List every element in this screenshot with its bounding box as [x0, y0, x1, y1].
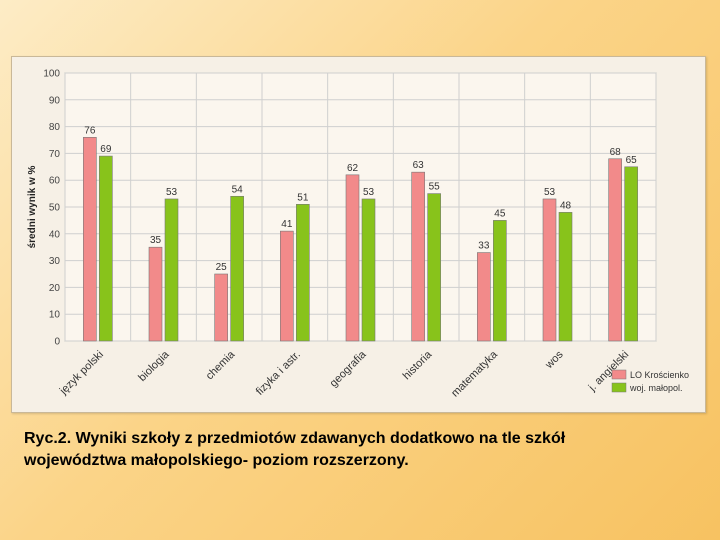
bar	[214, 273, 228, 342]
figure-caption: Ryc.2. Wyniki szkoły z przedmiotów zdawa…	[24, 430, 566, 469]
legend-label: woj. małopol.	[629, 383, 683, 393]
bar	[542, 198, 557, 342]
data-label: 65	[626, 155, 638, 166]
data-label: 62	[347, 163, 359, 174]
legend-swatch	[611, 369, 627, 380]
data-label: 63	[413, 160, 425, 171]
y-tick-label: 40	[49, 229, 61, 240]
bar	[280, 230, 294, 342]
bar	[361, 198, 376, 342]
data-label: 48	[560, 200, 572, 211]
category-label: język polski	[57, 349, 106, 398]
bar	[411, 171, 425, 342]
y-tick-label: 60	[49, 176, 61, 187]
bar	[624, 166, 638, 342]
bar	[148, 246, 163, 342]
data-label: 51	[297, 192, 309, 203]
y-tick-label: 70	[49, 149, 61, 160]
bar	[477, 252, 491, 342]
y-tick-label: 10	[49, 310, 61, 321]
y-tick-label: 20	[49, 283, 61, 294]
bar-chart: 0 10 20 30 40 50 60 70 80 90 100 76 69 język polski 35…	[27, 69, 689, 400]
category-label: chemia	[204, 348, 238, 382]
data-label: 45	[494, 208, 506, 219]
category-label: biologia	[136, 348, 172, 384]
legend-label: LO Krościenko	[630, 370, 689, 380]
bar	[99, 155, 113, 342]
data-label: 53	[544, 187, 556, 198]
bar	[427, 193, 441, 342]
category-label: geografia	[328, 348, 370, 390]
bar	[164, 198, 179, 342]
data-label: 35	[150, 235, 162, 246]
chart-frame: 0 10 20 30 40 50 60 70 80 90 100 76 69 język polski 35…	[11, 56, 706, 413]
category-label: wos	[543, 348, 566, 371]
bar	[83, 137, 97, 342]
y-axis-title: średni wynik w %	[27, 165, 38, 248]
y-tick-label: 30	[49, 256, 61, 267]
bar	[345, 174, 360, 342]
category-label: fizyka i astr.	[254, 349, 303, 398]
bar	[230, 195, 244, 342]
data-label: 76	[84, 125, 96, 136]
bar	[608, 158, 622, 342]
category-label: matematyka	[449, 348, 500, 399]
bar	[558, 212, 573, 342]
y-tick-label: 100	[43, 69, 60, 80]
data-label: 41	[281, 219, 293, 230]
data-label: 33	[478, 241, 490, 252]
bar	[493, 220, 507, 342]
data-label: 68	[610, 147, 622, 158]
data-label: 54	[232, 184, 244, 195]
legend-swatch	[611, 382, 627, 393]
y-tick-label: 90	[49, 95, 61, 106]
category-label: historia	[401, 348, 435, 382]
data-label: 55	[429, 182, 441, 193]
bar	[296, 204, 310, 342]
data-label: 53	[166, 187, 178, 198]
data-label: 53	[363, 187, 375, 198]
y-tick-label: 80	[49, 122, 61, 133]
y-tick-label: 0	[54, 337, 60, 348]
y-tick-label: 50	[49, 203, 61, 214]
data-label: 25	[216, 262, 228, 273]
data-label: 69	[100, 144, 112, 155]
